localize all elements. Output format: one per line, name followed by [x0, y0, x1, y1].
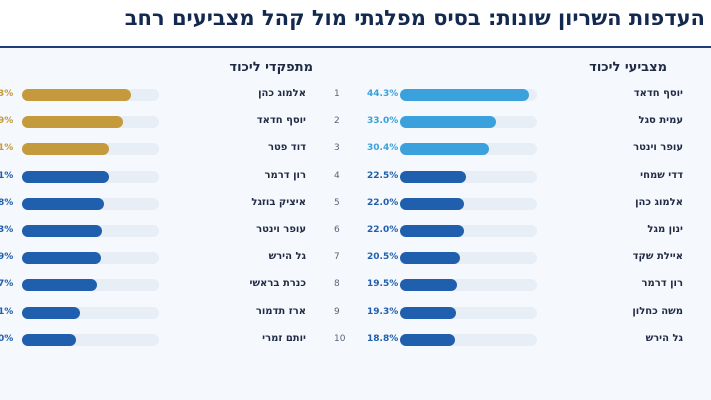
members-bar [22, 89, 132, 101]
voters-bar [400, 143, 489, 156]
voters-row: 19.3% משה כחלון [0, 306, 711, 320]
members-name-label: רון דרמר [264, 169, 306, 181]
members-rank-label: 8 [334, 279, 340, 290]
members-row: 1% רון דרמר 4 [0, 170, 711, 184]
members-row: 9% יוסף חדאד 2 [0, 115, 711, 129]
members-row: 1% ארז תדמור 9 [0, 306, 711, 320]
voters-row: 22.5% דדי שמחי [0, 170, 711, 184]
members-bar [22, 279, 97, 292]
voters-bar [400, 333, 455, 346]
voters-row: 44.3% יוסף חדאד [0, 88, 711, 102]
members-rank-label: 9 [334, 306, 340, 317]
voters-row: 20.5% איילת שקד [0, 251, 711, 265]
voters-row: 19.5% רון דרמר [0, 278, 711, 292]
members-value-label: 7% [0, 279, 14, 290]
members-row: 3% עופר וינטר 6 [0, 224, 711, 238]
members-row: 7% כנרת בראשי 8 [0, 278, 711, 292]
members-rank-label: 3 [334, 143, 340, 154]
members-rank-label: 1 [334, 89, 340, 99]
voters-name-label: עופר וינטר [633, 142, 683, 154]
members-value-label: 0% [0, 333, 14, 344]
members-bar [22, 306, 81, 319]
members-row: 8% איציק בוזגל 5 [0, 197, 711, 211]
voters-bar [400, 252, 460, 265]
members-value-label: 1% [0, 143, 14, 154]
voters-row: 22.0% אלמוג כהן [0, 197, 711, 211]
voters-name-label: אלמוג כהן [635, 196, 683, 208]
voters-value-label: 19.5% [367, 279, 399, 290]
members-value-label: 1% [0, 306, 14, 317]
members-bar [22, 170, 109, 183]
members-name-label: ארז תדמור [255, 305, 306, 317]
voters-name-label: ינון מגל [647, 224, 683, 235]
members-bar [22, 197, 105, 210]
voters-bar [400, 89, 530, 101]
members-value-label: 1% [0, 170, 14, 181]
members-rank-label: 5 [334, 197, 340, 208]
members-value-label: 8% [0, 197, 14, 208]
voters-name-label: דדי שמחי [640, 169, 683, 181]
members-name-label: עופר וינטר [256, 224, 306, 235]
members-rank-label: 10 [334, 333, 346, 344]
members-bar [22, 225, 103, 237]
members-name-label: יותם זמרי [262, 332, 306, 344]
voters-row: 33.0% עמית סגל [0, 115, 711, 129]
members-row: 0% יותם זמרי 10 [0, 333, 711, 347]
members-bar [22, 252, 101, 265]
voters-bar [400, 306, 457, 319]
page-title: העדפות השריון שונות: בסיס מפלגתי מול קהל… [124, 6, 705, 30]
members-name-label: דוד פטר [267, 142, 306, 154]
voters-value-label: 18.8% [367, 333, 399, 344]
voters-name-label: עמית סגל [638, 115, 683, 127]
voters-value-label: 30.4% [367, 143, 399, 154]
voters-value-label: 22.5% [367, 170, 399, 181]
voters-value-label: 19.3% [367, 306, 399, 317]
members-name-label: יוסף חדאד [256, 115, 306, 127]
members-panel-title: מתפקדי ליכוד [229, 60, 313, 75]
voters-value-label: 22.0% [367, 197, 399, 208]
voters-name-label: רון דרמר [641, 278, 683, 290]
voters-bar [400, 279, 457, 292]
voters-name-label: איילת שקד [632, 251, 683, 263]
voters-bar [400, 225, 465, 237]
members-row: 3% אלמוג כהן 1 [0, 88, 711, 102]
members-rank-label: 6 [334, 225, 340, 235]
voters-panel-title: מצביעי ליכוד [589, 60, 667, 75]
members-value-label: 3% [0, 225, 14, 235]
members-row: 1% דוד פטר 3 [0, 142, 711, 156]
voters-row: 18.8% גל הירש [0, 333, 711, 347]
voters-name-label: משה כחלון [632, 305, 683, 317]
members-bar [22, 116, 123, 129]
voters-bar [400, 116, 497, 129]
members-bar [22, 143, 109, 156]
members-value-label: 9% [0, 116, 14, 127]
voters-bar [400, 170, 466, 183]
members-value-label: 9% [0, 252, 14, 263]
members-name-label: כנרת בראשי [249, 278, 306, 290]
voters-name-label: גל הירש [645, 332, 683, 344]
members-value-label: 3% [0, 89, 14, 99]
voters-value-label: 20.5% [367, 252, 399, 263]
voters-value-label: 33.0% [367, 116, 399, 127]
voters-name-label: יוסף חדאד [633, 88, 683, 99]
members-rank-label: 7 [334, 252, 340, 263]
voters-value-label: 22.0% [367, 225, 399, 235]
members-name-label: איציק בוזגל [251, 196, 306, 208]
members-rank-label: 2 [334, 116, 340, 127]
voters-bar [400, 197, 465, 210]
header-bar: העדפות השריון שונות: בסיס מפלגתי מול קהל… [0, 0, 711, 48]
voters-row: 22.0% ינון מגל [0, 224, 711, 238]
members-rank-label: 4 [334, 170, 340, 181]
members-row: 9% גל הירש 7 [0, 251, 711, 265]
voters-value-label: 44.3% [367, 89, 399, 99]
members-name-label: אלמוג כהן [258, 88, 306, 99]
members-bar [22, 333, 77, 346]
members-name-label: גל הירש [268, 251, 306, 263]
voters-row: 30.4% עופר וינטר [0, 142, 711, 156]
